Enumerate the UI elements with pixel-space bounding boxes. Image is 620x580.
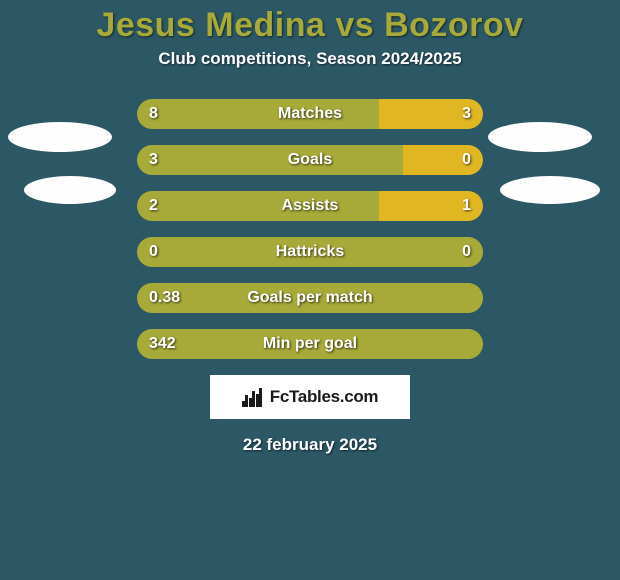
stat-label: Hattricks bbox=[137, 237, 483, 267]
bar-area: 21Assists bbox=[137, 191, 483, 221]
stat-label: Assists bbox=[137, 191, 483, 221]
branding-text: FcTables.com bbox=[270, 387, 379, 407]
bars-icon bbox=[242, 387, 264, 407]
stat-row: 30Goals bbox=[0, 145, 620, 175]
stat-label: Goals bbox=[137, 145, 483, 175]
date-label: 22 february 2025 bbox=[0, 435, 620, 455]
bar-area: 342Min per goal bbox=[137, 329, 483, 359]
stat-row: 342Min per goal bbox=[0, 329, 620, 359]
bar-area: 83Matches bbox=[137, 99, 483, 129]
subtitle: Club competitions, Season 2024/2025 bbox=[0, 49, 620, 99]
comparison-infographic: Jesus Medina vs Bozorov Club competition… bbox=[0, 0, 620, 580]
branding-badge: FcTables.com bbox=[210, 375, 410, 419]
stat-row: 00Hattricks bbox=[0, 237, 620, 267]
bar-area: 0.38Goals per match bbox=[137, 283, 483, 313]
stat-row: 0.38Goals per match bbox=[0, 283, 620, 313]
stat-label: Goals per match bbox=[137, 283, 483, 313]
page-title: Jesus Medina vs Bozorov bbox=[0, 0, 620, 49]
stat-row: 21Assists bbox=[0, 191, 620, 221]
stat-label: Min per goal bbox=[137, 329, 483, 359]
bar-area: 30Goals bbox=[137, 145, 483, 175]
bar-area: 00Hattricks bbox=[137, 237, 483, 267]
stat-label: Matches bbox=[137, 99, 483, 129]
stat-row: 83Matches bbox=[0, 99, 620, 129]
